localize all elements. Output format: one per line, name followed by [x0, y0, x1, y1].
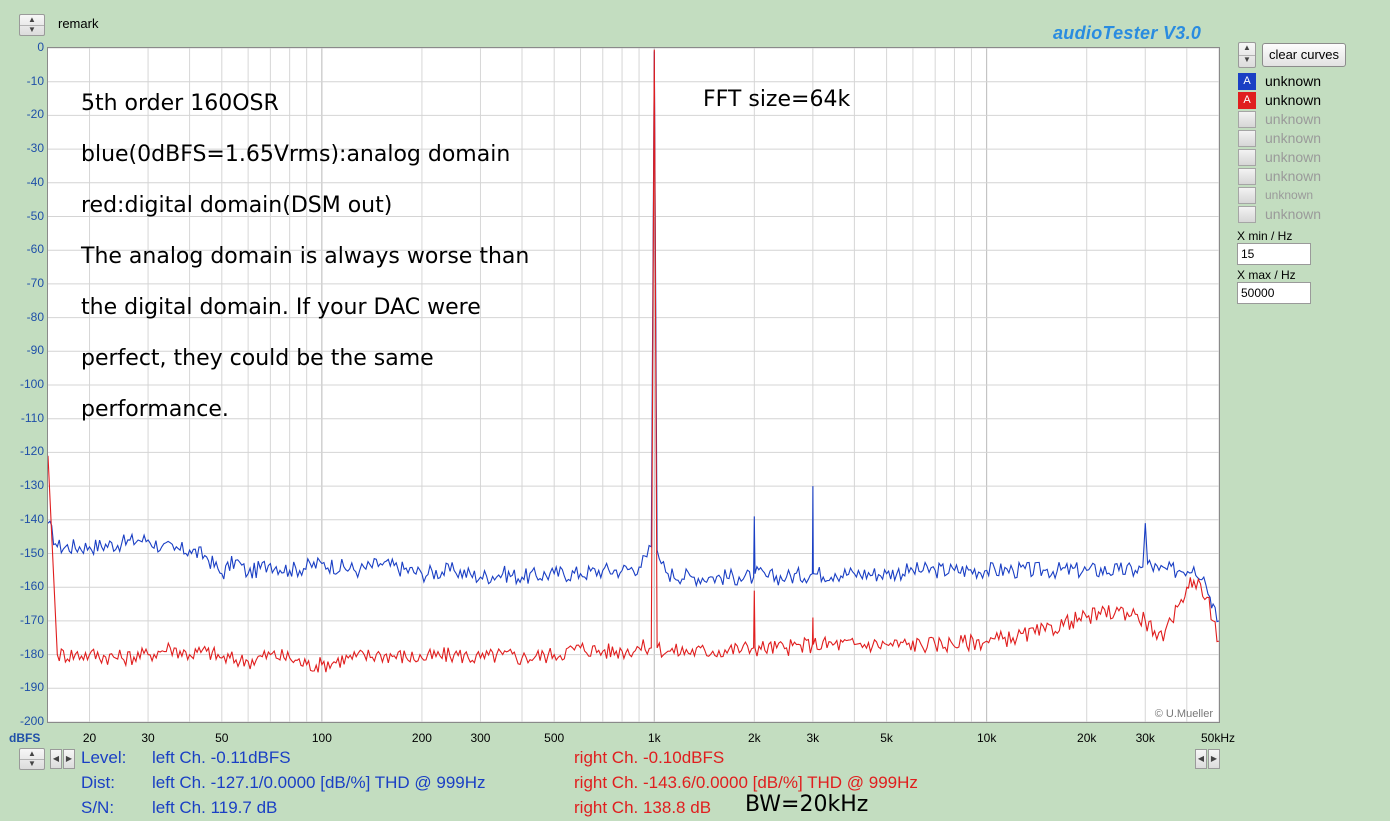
fft-size-label: FFT size=64k: [703, 87, 851, 112]
x-tick-label: 1k: [647, 731, 661, 745]
y-tick-label: -30: [26, 141, 44, 156]
y-tick-label: -20: [26, 107, 44, 122]
xmax-field[interactable]: 50000: [1237, 282, 1311, 304]
curve-checkbox[interactable]: [1238, 149, 1256, 166]
y-tick-label: -50: [26, 208, 44, 223]
scroll-left-icon[interactable]: ◀: [50, 749, 62, 769]
x-tick-label: 10k: [976, 731, 997, 745]
bottom-spinner[interactable]: ▲ ▼: [19, 748, 45, 770]
curve-checkbox[interactable]: [1238, 111, 1256, 128]
y-tick-label: -120: [19, 444, 44, 459]
x-tick-label: 30: [141, 731, 155, 745]
x-tick-label: 2k: [747, 731, 761, 745]
y-tick-label: -180: [19, 646, 44, 661]
xmax-label: X max / Hz: [1237, 268, 1296, 282]
y-tick-label: -130: [19, 478, 44, 493]
annotation-line-5: the digital domain. If your DAC were: [81, 295, 481, 320]
sn-label: S/N:: [81, 798, 115, 817]
left-sn-value: left Ch. 119.7 dB: [152, 798, 278, 817]
copyright-label: © U.Mueller: [1154, 708, 1213, 720]
level-label: Level:: [81, 748, 127, 767]
spectrum-plot: 5th order 160OSR blue(0dBFS=1.65Vrms):an…: [47, 47, 1220, 723]
curve-label: unknown: [1265, 149, 1322, 165]
xmin-field[interactable]: 15: [1237, 243, 1311, 265]
y-tick-label: -150: [19, 545, 44, 560]
curve-checkbox[interactable]: [1238, 187, 1256, 204]
x-tick-label: 500: [544, 731, 565, 745]
spin-down-icon[interactable]: ▼: [28, 759, 36, 768]
annotation-line-7: performance.: [81, 397, 229, 422]
annotation-line-2: blue(0dBFS=1.65Vrms):analog domain: [81, 142, 511, 167]
x-tick-label: 3k: [806, 731, 820, 745]
curve-checkbox[interactable]: [1238, 168, 1256, 185]
spectrum-chart: [48, 48, 1219, 722]
y-tick-label: 0: [37, 40, 44, 54]
y-tick-label: -10: [26, 73, 44, 88]
y-tick-label: -200: [19, 714, 44, 728]
y-tick-label: -100: [19, 377, 44, 391]
curve-scroll-spinner[interactable]: ▲ ▼: [1238, 42, 1256, 68]
scroll-right-icon[interactable]: ▶: [1208, 749, 1220, 769]
y-tick-label: -160: [19, 579, 44, 594]
remark-label: remark: [58, 16, 99, 31]
right-sn-value: right Ch. 138.8 dB: [574, 798, 712, 817]
scroll-down-icon[interactable]: ▼: [1243, 55, 1251, 64]
y-tick-label: -80: [26, 309, 44, 324]
right-dist-value: right Ch. -143.6/0.0000 [dB/%] THD @ 999…: [574, 773, 918, 792]
scroll-right-icon[interactable]: ▶: [63, 749, 75, 769]
spin-down-icon[interactable]: ▼: [28, 25, 36, 34]
x-tick-label: 300: [470, 731, 491, 745]
y-tick-label: -190: [19, 680, 44, 695]
y-tick-label: -140: [19, 511, 44, 526]
scroll-up-icon[interactable]: ▲: [1239, 43, 1255, 56]
series-line-red: [48, 49, 1219, 673]
y-axis-label: dBFS: [9, 731, 41, 745]
x-tick-label: 200: [411, 731, 432, 745]
x-tick-label: 20k: [1077, 731, 1097, 745]
y-tick-label: -40: [26, 174, 44, 189]
y-tick-label: -90: [26, 343, 44, 358]
y-tick-label: -60: [26, 242, 44, 257]
curve-label: unknown: [1265, 188, 1314, 202]
spin-up-icon[interactable]: ▲: [20, 15, 44, 26]
curve-checkbox[interactable]: A: [1238, 73, 1256, 90]
right-level-value: right Ch. -0.10dBFS: [574, 748, 725, 767]
app-title: audioTester V3.0: [1053, 23, 1202, 43]
series-line-blue: [48, 51, 1219, 623]
annotation-line-1: 5th order 160OSR: [81, 91, 279, 116]
annotation-line-3: red:digital domain(DSM out): [81, 193, 393, 218]
annotation-line-6: perfect, they could be the same: [81, 346, 434, 371]
remark-spinner[interactable]: ▲ ▼: [19, 14, 45, 36]
curve-label: unknown: [1265, 73, 1322, 89]
spin-up-icon[interactable]: ▲: [20, 749, 44, 760]
clear-curves-button[interactable]: clear curves: [1262, 43, 1346, 67]
dist-label: Dist:: [81, 773, 115, 792]
curve-label: unknown: [1265, 130, 1322, 146]
y-tick-label: -170: [19, 612, 44, 627]
curve-label: unknown: [1265, 168, 1322, 184]
curve-checkbox[interactable]: A: [1238, 92, 1256, 109]
curve-checkbox[interactable]: [1238, 206, 1256, 223]
scroll-left-icon[interactable]: ◀: [1195, 749, 1207, 769]
x-tick-label: 5k: [880, 731, 893, 745]
bandwidth-label: BW=20kHz: [745, 792, 869, 817]
y-tick-label: -70: [26, 275, 44, 290]
curve-label: unknown: [1265, 206, 1322, 222]
annotation-line-4: The analog domain is always worse than: [81, 244, 530, 269]
x-tick-label: 50: [215, 731, 229, 745]
x-tick-label: 100: [311, 731, 332, 745]
curve-label: unknown: [1265, 111, 1322, 127]
y-tick-label: -110: [20, 410, 44, 425]
x-tick-label: 30k: [1135, 731, 1155, 745]
x-tick-label: 20: [82, 731, 97, 745]
curve-checkbox[interactable]: [1238, 130, 1256, 147]
left-level-value: left Ch. -0.11dBFS: [152, 748, 291, 767]
left-dist-value: left Ch. -127.1/0.0000 [dB/%] THD @ 999H…: [152, 773, 486, 792]
xmin-label: X min / Hz: [1237, 229, 1293, 243]
x-tick-label: 50kHz: [1200, 731, 1236, 745]
curve-label: unknown: [1265, 92, 1322, 108]
